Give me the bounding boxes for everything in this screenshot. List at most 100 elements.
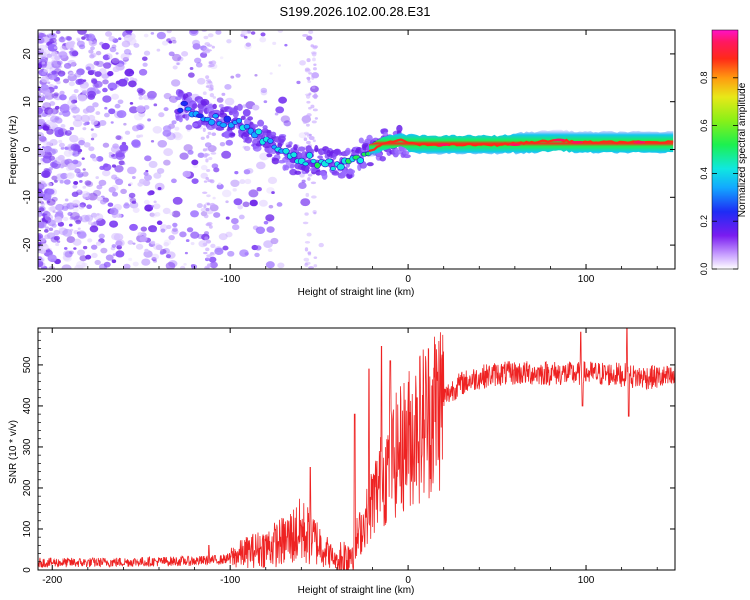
noise-blob [205, 207, 210, 212]
noise-blob [38, 260, 44, 268]
noise-streak [304, 212, 309, 216]
noise-blob [171, 120, 177, 125]
noise-blob [151, 253, 160, 260]
noise-blob [239, 179, 246, 185]
spectrogram-xlabel: Height of straight line (km) [298, 287, 415, 298]
ridge-halo [314, 145, 319, 153]
noise-blob [60, 123, 66, 128]
noise-blob [260, 87, 268, 93]
noise-blob [72, 207, 79, 213]
ridge-halo [345, 147, 351, 156]
ridge-core [255, 128, 263, 135]
ridge-hotspot [508, 143, 521, 147]
snr-ytick-label: 400 [22, 397, 33, 414]
colorbar: 0.0 0.2 0.4 0.6 0.8 Normalized spectral ampl… [699, 29, 748, 275]
noise-blob [284, 43, 288, 47]
noise-blob [156, 31, 166, 40]
noise-streak [207, 80, 213, 84]
noise-blob [139, 134, 144, 138]
noise-blob [48, 166, 53, 171]
noise-blob [129, 70, 135, 75]
noise-blob [256, 161, 266, 170]
noise-blob [177, 56, 184, 62]
noise-streak [305, 94, 311, 99]
noise-blob [150, 212, 157, 218]
noise-streak [312, 139, 316, 143]
noise-blob [243, 169, 251, 175]
noise-blob [179, 231, 187, 238]
noise-blob [96, 156, 104, 162]
noise-blob [172, 65, 178, 70]
noise-streak [302, 119, 308, 125]
noise-blob [81, 157, 85, 160]
noise-blob [185, 239, 190, 243]
noise-streak [205, 147, 210, 151]
noise-blob [138, 68, 148, 76]
ridge-halo [358, 137, 364, 144]
noise-blob [56, 80, 61, 85]
noise-blob [277, 30, 284, 33]
noise-blob [103, 62, 112, 69]
noise-blob [244, 178, 252, 185]
noise-blob [44, 91, 51, 96]
ridge-halo [403, 154, 411, 159]
noise-blob [225, 200, 229, 204]
noise-blob [83, 33, 90, 39]
noise-blob [40, 57, 49, 64]
noise-blob [69, 228, 74, 232]
noise-blob [66, 236, 76, 243]
noise-blob [92, 69, 96, 73]
noise-blob [166, 132, 176, 141]
noise-blob [47, 219, 56, 227]
noise-blob [136, 105, 146, 113]
noise-blob [187, 72, 195, 78]
noise-blob [230, 75, 235, 79]
noise-blob [268, 204, 274, 209]
ridge-core [267, 138, 274, 144]
noise-blob [41, 61, 46, 65]
noise-blob [111, 174, 118, 180]
noise-blob [227, 250, 235, 257]
noise-blob [95, 111, 101, 116]
noise-blob [87, 238, 93, 243]
snr-xlabel: Height of straight line (km) [298, 585, 415, 596]
noise-streak [311, 195, 317, 199]
noise-blob [88, 49, 94, 54]
noise-blob [59, 45, 67, 52]
noise-blob [108, 108, 116, 115]
ridge-core [219, 122, 228, 128]
noise-blob [242, 201, 250, 208]
snr-xtick-label: -200 [42, 575, 62, 586]
noise-streak [305, 261, 311, 265]
noise-blob [55, 30, 61, 35]
noise-blob [219, 56, 224, 60]
noise-streak [304, 241, 311, 244]
noise-blob [124, 130, 131, 135]
noise-blob [38, 182, 45, 191]
noise-blob [74, 114, 83, 122]
spectrogram-ytick-label: -20 [22, 237, 33, 252]
noise-blob [111, 191, 119, 197]
spectrogram-content [38, 30, 674, 269]
noise-blob [82, 168, 86, 171]
noise-blob [111, 44, 117, 49]
noise-blob [40, 221, 47, 227]
noise-blob [129, 102, 134, 105]
noise-blob [112, 66, 120, 73]
noise-blob [107, 71, 114, 77]
noise-blob [110, 221, 116, 226]
noise-blob [54, 105, 60, 110]
noise-blob [171, 53, 182, 62]
noise-blob [49, 205, 57, 212]
noise-blob [209, 261, 218, 269]
noise-blob [163, 107, 169, 112]
noise-blob [72, 184, 78, 189]
noise-blob [96, 184, 103, 190]
noise-blob [260, 89, 268, 96]
noise-blob [218, 233, 228, 241]
noise-blob [235, 73, 241, 78]
ridge-halo [262, 125, 268, 130]
noise-blob [155, 244, 163, 251]
ridge-halo [212, 103, 217, 110]
